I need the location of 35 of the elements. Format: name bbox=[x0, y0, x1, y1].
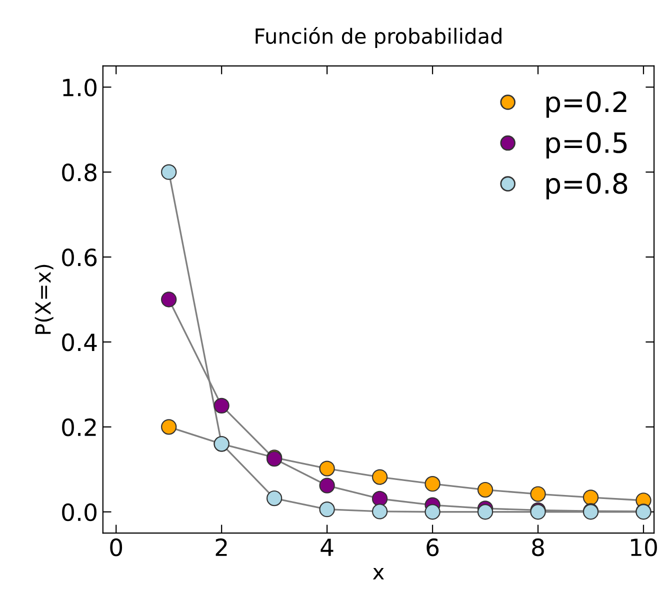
x-tick-label: 6 bbox=[426, 538, 439, 556]
legend-label: p=0.8 bbox=[546, 172, 628, 200]
x-tick-label: 0 bbox=[110, 538, 122, 556]
point bbox=[266, 490, 282, 506]
y-tick-label: 0.4 bbox=[62, 333, 97, 352]
point bbox=[161, 164, 177, 180]
y-tick-label: 0.6 bbox=[62, 248, 97, 266]
x-tick-label: 10 bbox=[631, 538, 657, 556]
x-tick-label: 8 bbox=[532, 538, 544, 556]
point bbox=[161, 419, 177, 435]
x-tick-label: 2 bbox=[216, 538, 227, 556]
y-axis-title: P(X=x) bbox=[34, 264, 54, 334]
point bbox=[424, 476, 440, 492]
point bbox=[214, 398, 230, 414]
point bbox=[372, 490, 388, 507]
point bbox=[477, 504, 494, 520]
point bbox=[477, 482, 494, 498]
y-tick-label: 0.0 bbox=[62, 503, 96, 522]
point bbox=[319, 478, 335, 494]
point bbox=[161, 292, 177, 308]
x-axis-title: x bbox=[372, 568, 384, 580]
y-tick-label: 0.2 bbox=[62, 418, 96, 436]
point bbox=[319, 501, 335, 518]
point bbox=[530, 486, 546, 502]
point bbox=[372, 504, 388, 520]
y-tick-label: 0.8 bbox=[62, 164, 96, 182]
point bbox=[372, 469, 388, 485]
y-tick-label: 1.0 bbox=[63, 78, 96, 96]
chart-title: Función de probabilidad bbox=[256, 27, 502, 48]
point bbox=[319, 460, 335, 476]
legend-label: p=0.5 bbox=[546, 132, 627, 159]
legend-label: p=0.2 bbox=[546, 91, 626, 118]
point bbox=[424, 504, 440, 520]
x-tick-label: 4 bbox=[320, 538, 334, 556]
point bbox=[582, 490, 599, 506]
